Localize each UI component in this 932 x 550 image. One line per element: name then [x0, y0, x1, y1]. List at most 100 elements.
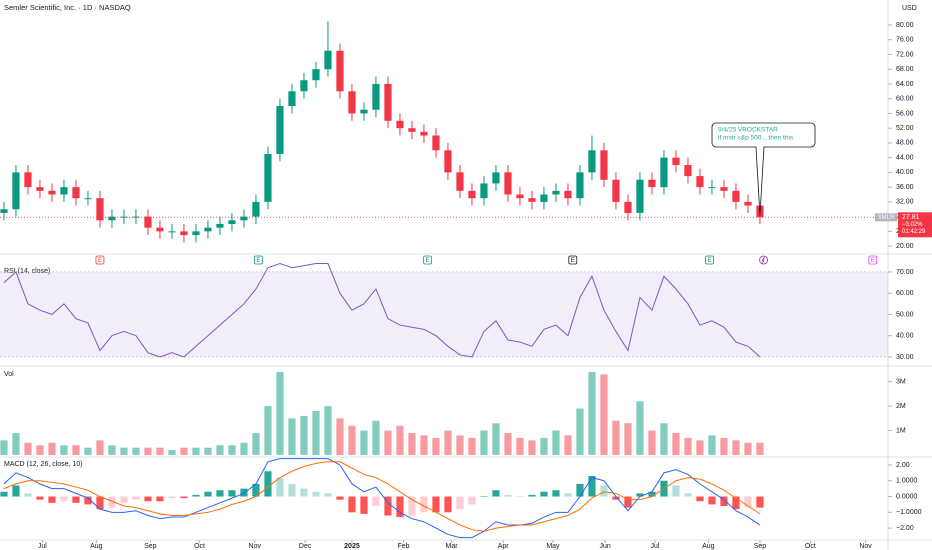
macd-histogram-bar — [504, 494, 512, 497]
candle-body — [324, 50, 332, 70]
volume-bar — [336, 418, 344, 455]
candle-body — [600, 150, 608, 180]
x-tick-label: Jun — [600, 543, 611, 550]
macd-histogram-bar — [612, 496, 620, 500]
candle-body — [420, 131, 428, 136]
volume-bar — [384, 430, 392, 455]
chart-title: Semler Scientific, Inc. · 1D · NASDAQ — [4, 3, 131, 12]
volume-bar — [444, 430, 452, 455]
volume-bar — [276, 371, 284, 455]
macd-histogram-bar — [252, 483, 260, 497]
symbol-badge — [875, 213, 897, 222]
macd-histogram-bar — [384, 496, 392, 516]
y-tick-label: 76.00 — [896, 37, 914, 44]
macd-histogram-bar — [492, 490, 500, 497]
candle-body — [84, 198, 92, 200]
candle-body — [144, 216, 152, 228]
macd-histogram-bar — [0, 491, 8, 497]
macd-histogram-bar — [432, 496, 440, 513]
volume-bar — [504, 433, 512, 455]
candle-body — [708, 187, 716, 189]
x-tick-label: Apr — [498, 543, 510, 550]
macd-histogram-bar — [132, 496, 140, 500]
price-badge — [898, 212, 932, 238]
macd-histogram-bar — [36, 496, 44, 500]
macd-histogram-bar — [624, 496, 632, 508]
y-tick-label: 40.00 — [896, 169, 914, 176]
candle-body — [276, 106, 284, 154]
event-label: E — [426, 258, 430, 264]
y-tick-label: 44.00 — [896, 154, 914, 161]
volume-bar — [312, 411, 320, 455]
macd-histogram-bar — [444, 496, 452, 513]
y-tick-label: 2.00 — [896, 462, 910, 469]
macd-histogram-bar — [300, 488, 308, 497]
macd-histogram-bar — [72, 496, 80, 503]
macd-histogram-bar — [360, 496, 368, 514]
volume-bar — [528, 440, 536, 455]
macd-histogram-bar — [276, 477, 284, 497]
candle-body — [696, 176, 704, 188]
candle-body — [684, 165, 692, 177]
symbol-label: SMLR — [878, 215, 895, 221]
candle-body — [36, 187, 44, 191]
macd-histogram-bar — [720, 496, 728, 506]
event-marker — [423, 255, 432, 265]
macd-histogram-bar — [84, 496, 92, 505]
volume-bar — [108, 445, 116, 455]
macd-histogram-bar — [204, 491, 212, 497]
volume-bar — [576, 408, 584, 455]
volume-bar — [48, 442, 56, 455]
volume-bar — [516, 437, 524, 455]
volume-bar — [300, 415, 308, 455]
volume-bar — [120, 447, 128, 455]
event-label: E — [708, 258, 712, 264]
macd-histogram-bar — [120, 496, 128, 503]
y-tick-label: 56.00 — [896, 110, 914, 117]
callout-pointer — [755, 146, 765, 216]
x-tick-label: Sep — [754, 543, 767, 550]
volume-bar — [456, 435, 464, 455]
candle-body — [504, 172, 512, 195]
candle-body — [456, 172, 464, 191]
macd-histogram-bar — [576, 483, 584, 497]
y-tick-label: −2.00 — [896, 525, 914, 532]
candle-body — [468, 190, 476, 199]
volume-bar — [348, 425, 356, 455]
candle-body — [228, 220, 236, 224]
macd-histogram-bar — [180, 496, 188, 499]
candle-body — [108, 216, 116, 221]
volume-bar — [588, 371, 596, 455]
candle-body — [204, 227, 212, 232]
volume-bar — [756, 442, 764, 455]
x-tick-label: May — [546, 543, 560, 550]
event-marker — [95, 255, 105, 265]
volume-bar — [204, 447, 212, 455]
y-tick-label: 48.00 — [896, 140, 914, 147]
candle-body — [0, 209, 8, 213]
x-tick-label: Nov — [859, 543, 872, 550]
macd-histogram-bar — [420, 496, 428, 513]
volume-bar — [612, 420, 620, 455]
candle-body — [432, 135, 440, 151]
macd-title: MACD (12, 26, close, 10) — [4, 461, 83, 468]
y-tick-label: 20.00 — [896, 243, 914, 250]
volume-bar — [648, 430, 656, 455]
macd-histogram-bar — [144, 496, 152, 502]
macd-histogram-bar — [732, 496, 740, 510]
macd-histogram-bar — [96, 496, 104, 510]
y-tick-label: 1M — [896, 427, 906, 434]
candle-body — [348, 91, 356, 114]
volume-bar — [636, 401, 644, 455]
rsi-title: RSI (14, close) — [4, 268, 50, 275]
event-marker — [253, 255, 263, 265]
candle-body — [624, 201, 632, 213]
macd-histogram-bar — [552, 490, 560, 497]
macd-histogram-bar — [372, 496, 380, 506]
x-tick-label: Dec — [299, 543, 312, 550]
candle-body — [72, 187, 80, 199]
volume-bar — [288, 418, 296, 455]
candle-body — [612, 179, 620, 202]
volume-bar — [180, 447, 188, 455]
volume-bar — [732, 440, 740, 455]
